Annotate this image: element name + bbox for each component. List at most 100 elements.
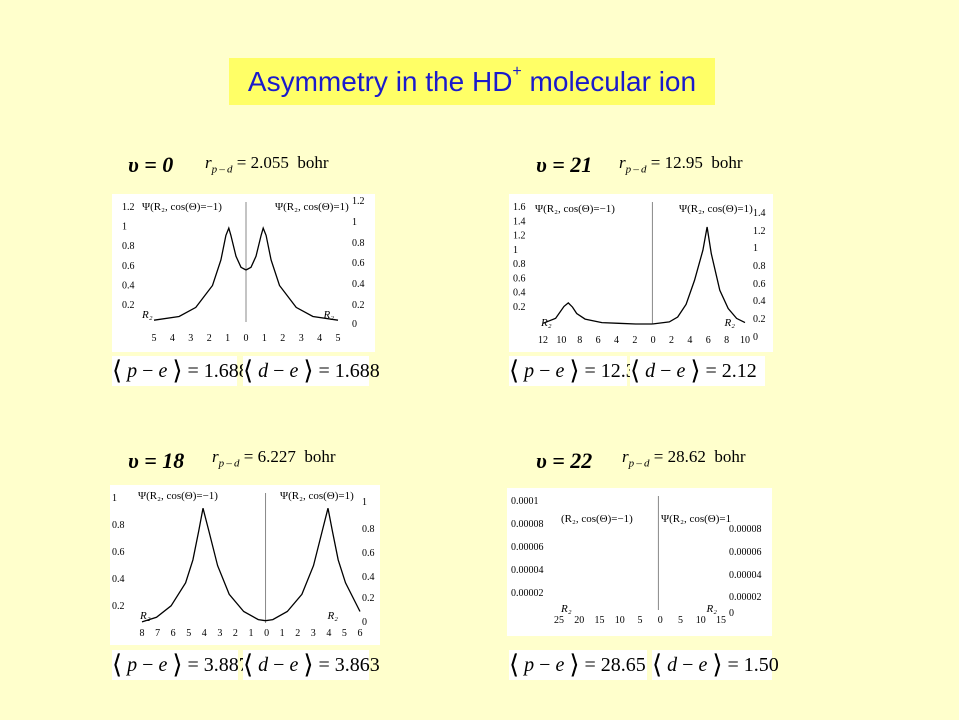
y-tick-label-right: 0 xyxy=(362,617,367,628)
y-tick-label-left: 1 xyxy=(112,493,117,504)
x-tick-label: 1 xyxy=(262,333,267,344)
x-tick-label: 8 xyxy=(577,335,582,346)
x-tick-label: 4 xyxy=(614,335,619,346)
y-tick-label-right: 0.6 xyxy=(753,279,766,290)
y-tick-label-right: 1 xyxy=(362,497,367,508)
y-tick-label-left: 1.2 xyxy=(513,231,526,242)
axis-label-left: R₂ xyxy=(139,610,151,622)
x-tick-label: 12 xyxy=(538,335,548,346)
y-tick-label-left: 0.2 xyxy=(122,300,135,311)
x-tick-label: 20 xyxy=(574,615,584,626)
y-tick-label-left: 0.00002 xyxy=(511,588,544,599)
x-tick-label: 0 xyxy=(244,333,249,344)
y-tick-label-left: 1.4 xyxy=(513,216,526,227)
x-tick-label: 6 xyxy=(706,335,711,346)
y-tick-label-right: 0.2 xyxy=(362,593,375,604)
x-tick-label: 10 xyxy=(696,615,706,626)
x-tick-label: 5 xyxy=(342,628,347,639)
y-tick-label-right: 0.6 xyxy=(362,548,375,559)
rpd-label: rp – d = 28.62 bohr xyxy=(622,447,746,470)
y-tick-label-right: 0.8 xyxy=(352,238,365,249)
x-tick-label: 8 xyxy=(724,335,729,346)
x-tick-label: 4 xyxy=(317,333,322,344)
y-tick-label-right: 0.00006 xyxy=(729,547,762,558)
y-tick-label-right: 0.2 xyxy=(352,300,365,311)
x-tick-label: 2 xyxy=(233,628,238,639)
vib-state-label: υ = 0 xyxy=(128,152,174,177)
x-tick-label: 5 xyxy=(638,615,643,626)
y-tick-label-left: 0.4 xyxy=(513,288,526,299)
y-tick-label-right: 0.00008 xyxy=(729,524,762,535)
y-tick-label-right: 0.8 xyxy=(753,261,766,272)
right-curve-label: Ψ(R₂, cos(Θ)=1) xyxy=(280,490,354,502)
pe-expectation: ⟨ p − e ⟩ = 3.887 xyxy=(112,650,249,680)
y-tick-label-left: 0.6 xyxy=(112,547,125,558)
vib-state-label: υ = 21 xyxy=(536,152,593,177)
x-tick-label: 10 xyxy=(556,335,566,346)
left-curve-label: Ψ(R₂, cos(Θ)=−1) xyxy=(535,203,615,215)
de-expectation: ⟨ d − e ⟩ = 1.688 xyxy=(243,356,380,386)
y-tick-label-left: 0.6 xyxy=(122,261,135,272)
right-curve-label: Ψ(R₂, cos(Θ)=1) xyxy=(679,203,753,215)
x-tick-label: 8 xyxy=(140,628,145,639)
y-tick-label-right: 0.8 xyxy=(362,524,375,535)
y-tick-label-right: 1 xyxy=(753,243,758,254)
x-tick-label: 0 xyxy=(651,335,656,346)
rpd-label: rp – d = 2.055 bohr xyxy=(205,153,329,176)
y-tick-label-right: 0 xyxy=(352,319,357,330)
wavefunction-curve-right xyxy=(652,226,746,325)
axis-label-left: R₂ xyxy=(560,603,572,615)
axis-label-left: R₂ xyxy=(141,309,153,321)
x-tick-label: 1 xyxy=(280,628,285,639)
x-tick-label: 4 xyxy=(687,335,692,346)
x-tick-label: 4 xyxy=(170,333,175,344)
y-tick-label-left: 0.8 xyxy=(122,241,135,252)
wavefunction-curve-right xyxy=(265,508,361,622)
rpd-label: rp – d = 6.227 bohr xyxy=(212,447,336,470)
y-tick-label-right: 0.4 xyxy=(362,572,375,583)
wavefunction-curve-left xyxy=(141,508,266,623)
chart-panel: 5 4 3 2 1 0 1 2 3 4 5 1.2 1 0.8 0.6 0.4 0.2 1.2 1 0.8 0.6 0.4… xyxy=(112,194,375,352)
x-tick-label: 4 xyxy=(202,628,207,639)
y-tick-label-left: 0.2 xyxy=(112,601,125,612)
axis-label-right: R₂ xyxy=(705,603,717,615)
x-tick-label: 3 xyxy=(217,628,222,639)
y-tick-label-left: 1.2 xyxy=(122,202,135,213)
x-tick-label: 2 xyxy=(295,628,300,639)
y-tick-label-left: 1 xyxy=(122,222,127,233)
x-tick-label: 6 xyxy=(596,335,601,346)
wavefunction-curve-left xyxy=(153,226,247,321)
y-tick-label-right: 0.00004 xyxy=(729,570,762,581)
vib-state-label: υ = 22 xyxy=(536,448,593,473)
y-tick-label-right: 1.2 xyxy=(753,226,766,237)
de-expectation: ⟨ d − e ⟩ = 2.12 xyxy=(630,356,765,386)
y-tick-label-right: 0.00002 xyxy=(729,592,762,603)
x-tick-label: 25 xyxy=(554,615,564,626)
y-tick-label-right: 1 xyxy=(352,217,357,228)
x-tick-label: 1 xyxy=(225,333,230,344)
y-tick-label-left: 0.4 xyxy=(122,280,135,291)
x-tick-label: 5 xyxy=(336,333,341,344)
axis-label-left: R₂ xyxy=(540,317,552,329)
y-tick-label-left: 0.0001 xyxy=(511,496,539,507)
y-tick-label-right: 0.4 xyxy=(352,279,365,290)
y-tick-label-left: 0.00004 xyxy=(511,565,544,576)
x-tick-label: 15 xyxy=(595,615,605,626)
x-tick-label: 5 xyxy=(678,615,683,626)
vib-state-label: υ = 18 xyxy=(128,448,185,473)
pe-expectation: ⟨ p − e ⟩ = 12.38 xyxy=(509,356,646,386)
y-tick-label-left: 1.6 xyxy=(513,202,526,213)
pe-expectation: ⟨ p − e ⟩ = 28.65 xyxy=(509,650,647,680)
chart-panel: 8 7 6 5 4 3 2 1 0 1 2 3 4 5 6 1 0.8 0.6 0.4 0.2 1 0.8 0.6 0.4 0.… xyxy=(110,485,380,645)
y-tick-label-left: 0.8 xyxy=(112,520,125,531)
x-tick-label: 3 xyxy=(299,333,304,344)
x-tick-label: 5 xyxy=(186,628,191,639)
x-tick-label: 0 xyxy=(264,628,269,639)
x-tick-label: 2 xyxy=(632,335,637,346)
x-tick-label: 4 xyxy=(326,628,331,639)
chart-panel: 12 10 8 6 4 2 0 2 4 6 8 10 1.6 1.4 1.2 1 0.8 0.6 0.4 0.2 1.4… xyxy=(509,194,773,352)
pe-expectation: ⟨ p − e ⟩ = 1.688 xyxy=(112,356,249,386)
left-curve-label: Ψ(R₂, cos(Θ)=−1) xyxy=(142,201,222,213)
rpd-label: rp – d = 12.95 bohr xyxy=(619,153,743,176)
x-tick-label: 5 xyxy=(152,333,157,344)
